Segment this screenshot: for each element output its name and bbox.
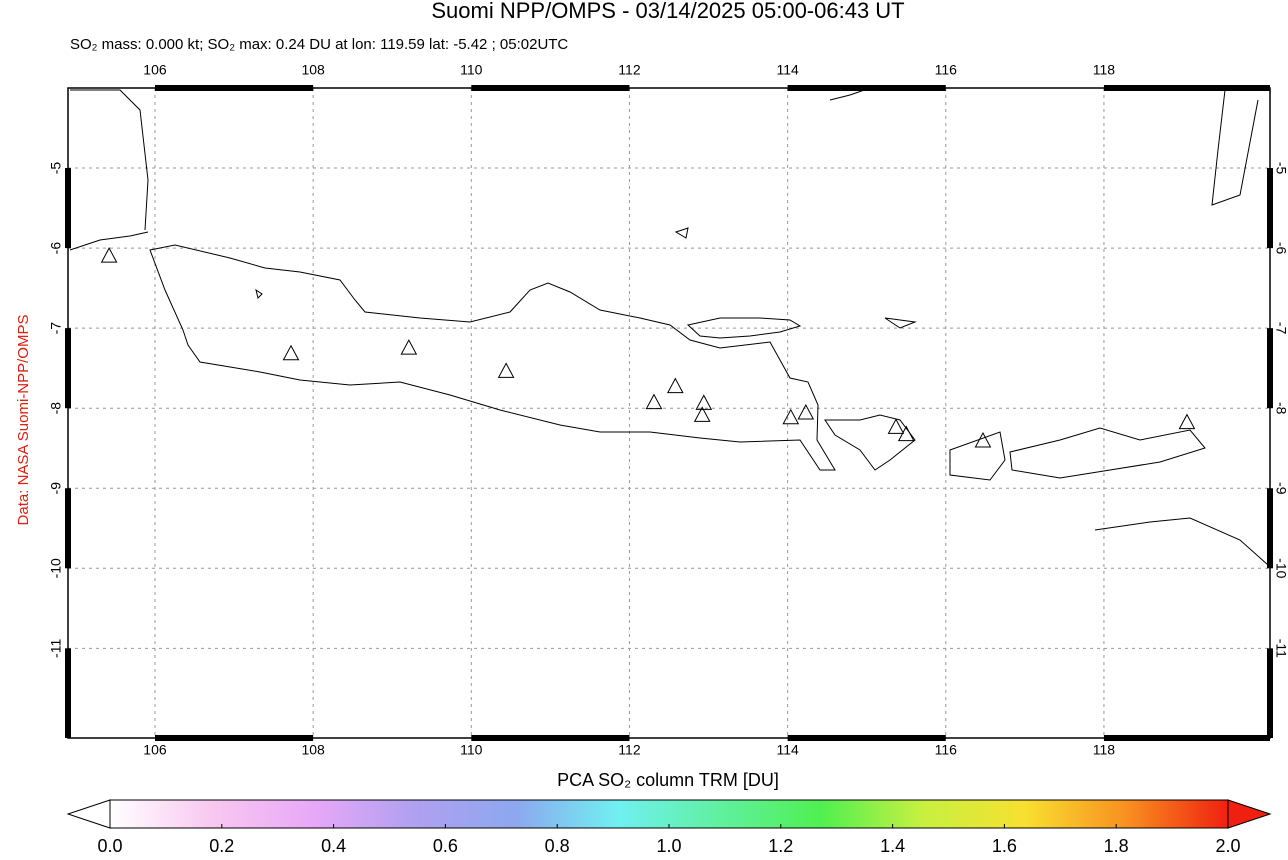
volcano-marker	[400, 339, 418, 355]
colorbar-tick-label: 1.8	[1104, 836, 1129, 855]
x-tick-label-top: 116	[935, 62, 958, 78]
coast-bali	[824, 414, 916, 471]
x-tick-label-top: 118	[1093, 62, 1116, 78]
volcano-marker	[497, 362, 515, 378]
frame-bar	[1267, 488, 1273, 569]
frame-bar	[471, 85, 630, 91]
colorbar-tick-label: 1.6	[992, 836, 1017, 855]
y-tick-label-left: -10	[48, 558, 64, 578]
volcano-marker	[887, 418, 905, 434]
colorbar-tick-label: 0.4	[321, 836, 346, 855]
volcano-marker	[645, 393, 663, 410]
coast-madura	[686, 317, 802, 339]
coast-sulawesi	[1211, 89, 1259, 206]
frame-bar	[1267, 168, 1273, 249]
y-tick-label-left: -8	[48, 402, 64, 415]
volcano-marker	[782, 408, 800, 425]
map-background	[68, 88, 1270, 738]
x-tick-label-bottom: 106	[143, 742, 167, 758]
frame-bar	[471, 735, 630, 741]
coast-sumatra	[69, 89, 149, 251]
frame-bar	[154, 735, 314, 741]
y-tick-label-left: -6	[48, 242, 64, 255]
volcano-marker	[797, 403, 815, 420]
colorbar-tick-label: 0.2	[209, 836, 234, 855]
x-tick-label-bottom: 118	[1093, 742, 1116, 758]
y-tick-label-right: -7	[1273, 322, 1288, 335]
coast-sumbawa	[1009, 427, 1206, 479]
volcano-marker	[282, 344, 300, 361]
coastlines	[69, 88, 1269, 566]
colorbar	[109, 799, 1229, 829]
y-tick-label-left: -7	[48, 322, 64, 335]
coast-sumba	[1094, 517, 1269, 566]
frame-bar	[65, 648, 71, 738]
x-tick-label-bottom: 110	[460, 742, 483, 758]
coast-lombok	[949, 431, 1006, 481]
y-tick-label-right: -6	[1273, 242, 1288, 255]
chart-title: Suomi NPP/OMPS - 03/14/2025 05:00-06:43 …	[431, 0, 904, 23]
frame-bar	[1103, 85, 1270, 91]
frame-bar	[1103, 735, 1270, 741]
chart-subtitle: SO₂ mass: 0.000 kt; SO₂ max: 0.24 DU at …	[70, 36, 568, 53]
frame-bar	[65, 168, 71, 249]
y-tick-label-left: -11	[48, 639, 64, 658]
colorbar-tick-label: 1.2	[768, 836, 793, 855]
data-credit: Data: NASA Suomi-NPP/OMPS	[15, 315, 32, 526]
x-tick-label-top: 110	[460, 62, 483, 78]
volcano-marker	[693, 406, 711, 422]
colorbar-extend-low	[66, 799, 111, 829]
colorbar-tick-label: 0.8	[545, 836, 570, 855]
colorbar-tick-label: 2.0	[1215, 836, 1240, 855]
map-frame	[67, 87, 1271, 739]
x-tick-label-bottom: 114	[776, 742, 799, 758]
colorbar-tick-label: 1.4	[880, 836, 905, 855]
volcano-marker	[100, 247, 118, 263]
frame-bar	[154, 85, 314, 91]
x-tick-label-top: 106	[143, 62, 167, 78]
volcano-marker	[974, 431, 992, 448]
frame-bar	[1267, 648, 1273, 738]
colorbar-label: PCA SO₂ column TRM [DU]	[557, 770, 779, 790]
y-tick-label-right: -5	[1273, 162, 1288, 175]
colorbar-tick-label: 1.0	[656, 836, 681, 855]
frame-bar	[787, 85, 946, 91]
y-tick-label-right: -10	[1273, 558, 1288, 578]
grid	[68, 88, 1270, 738]
frame-bar	[787, 735, 946, 741]
colorbar-tick-label: 0.6	[433, 836, 458, 855]
coast-islets	[255, 227, 917, 329]
volcano-marker	[666, 377, 684, 394]
x-tick-label-bottom: 116	[935, 742, 958, 758]
x-tick-label-top: 114	[776, 62, 799, 78]
y-tick-label-left: -9	[48, 482, 64, 495]
y-tick-label-right: -11	[1273, 639, 1288, 658]
colorbar-tick-label: 0.0	[97, 836, 122, 855]
colorbar-extend-high	[1227, 799, 1272, 829]
y-tick-label-left: -5	[48, 162, 64, 175]
frame-bar	[65, 328, 71, 409]
x-tick-label-top: 112	[618, 62, 641, 78]
frame-bar	[65, 488, 71, 569]
frame-bar	[1267, 328, 1273, 409]
x-tick-label-bottom: 108	[301, 742, 325, 758]
coast-java	[149, 244, 836, 471]
volcano-marker	[1178, 413, 1196, 430]
volcano-marker	[897, 425, 915, 442]
x-tick-label-bottom: 112	[618, 742, 641, 758]
y-tick-label-right: -8	[1273, 402, 1288, 415]
y-tick-label-right: -9	[1273, 482, 1288, 495]
x-tick-label-top: 108	[301, 62, 325, 78]
